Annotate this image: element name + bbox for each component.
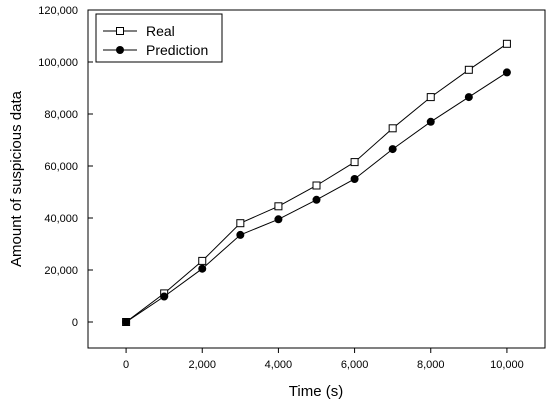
data-point-real [426, 93, 435, 102]
x-tick-label: 8,000 [417, 359, 445, 371]
y-axis-title: Amount of suspicious data [8, 90, 25, 267]
data-point-prediction [198, 264, 207, 273]
data-point-real [388, 124, 397, 133]
plot-frame [87, 9, 546, 349]
data-point-prediction [236, 230, 245, 239]
y-tick-label: 80,000 [44, 109, 78, 121]
x-axis-title: Time (s) [289, 383, 343, 400]
x-tick-label: 4,000 [265, 359, 293, 371]
x-tick-label: 10,000 [490, 359, 524, 371]
data-point-prediction [388, 145, 397, 154]
legend-box [95, 13, 223, 63]
x-tick-label: 2,000 [188, 359, 216, 371]
data-point-prediction [274, 215, 283, 224]
y-axis-ticks: 0 20,000 40,000 60,000 80,000 100,000 120,000 [38, 5, 93, 329]
legend: Real Prediction [95, 13, 223, 63]
legend-marker-real [116, 27, 124, 35]
y-tick-label: 0 [72, 317, 78, 329]
y-tick-label: 20,000 [44, 265, 78, 277]
data-point-real [236, 219, 245, 228]
data-point-prediction [502, 68, 511, 77]
series-layer [122, 39, 511, 326]
y-tick-label: 100,000 [38, 57, 78, 69]
data-point-real [198, 256, 207, 265]
data-point-real [350, 158, 359, 167]
data-point-real [464, 65, 473, 74]
data-point-prediction [350, 175, 359, 183]
legend-label-real: Real [146, 23, 175, 39]
x-axis-ticks: 0 2,000 4,000 6,000 8,000 10,000 [123, 348, 524, 371]
data-point-real [502, 39, 511, 48]
data-point-prediction [464, 93, 473, 102]
data-point-real [312, 181, 321, 190]
y-tick-label: 60,000 [44, 161, 78, 173]
data-point-prediction [312, 195, 321, 204]
x-tick-label: 6,000 [341, 359, 369, 371]
data-point-real [274, 202, 283, 211]
y-tick-label: 120,000 [38, 5, 78, 17]
data-point-prediction [426, 117, 435, 126]
legend-label-prediction: Prediction [146, 42, 208, 58]
y-tick-label: 40,000 [44, 213, 78, 225]
data-point-prediction [122, 318, 131, 326]
legend-marker-prediction [116, 46, 124, 54]
data-point-prediction [160, 292, 169, 301]
x-tick-label: 0 [123, 359, 129, 371]
